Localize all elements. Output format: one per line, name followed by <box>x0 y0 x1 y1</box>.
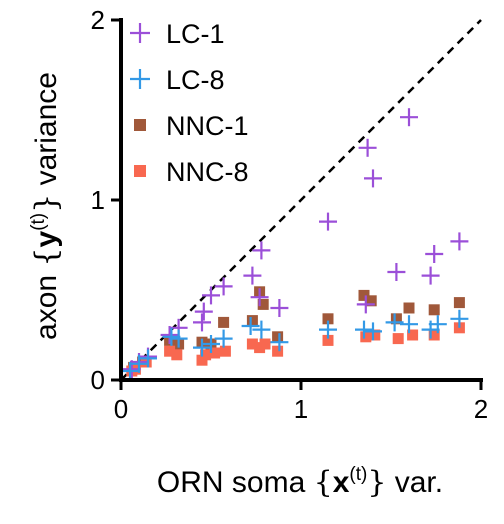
legend-item-lc-1: LC-1 <box>130 19 225 49</box>
data-point <box>218 316 230 328</box>
data-point <box>272 345 284 357</box>
data-point <box>160 326 179 344</box>
data-point <box>319 212 337 231</box>
legend: LC-1 LC-8 NNC-1 NNC-8 <box>130 19 249 187</box>
data-point <box>259 338 271 350</box>
x-tick-label: 0 <box>114 394 128 424</box>
x-axis-label: ORN soma {x(t)} var. <box>157 464 443 500</box>
y-tick-label: 2 <box>91 5 105 35</box>
y-tick-label: 0 <box>91 365 105 395</box>
legend-label: NNC-1 <box>166 111 249 141</box>
data-point <box>356 295 375 314</box>
x-tick-label: 1 <box>294 394 308 424</box>
y-tick-label: 1 <box>91 185 105 215</box>
data-point <box>400 315 418 334</box>
legend-label: NNC-8 <box>166 157 249 187</box>
data-point <box>428 329 440 341</box>
data-point <box>202 286 220 305</box>
data-point <box>358 289 370 301</box>
data-point <box>250 288 269 307</box>
data-point <box>200 349 212 361</box>
data-point <box>392 333 404 345</box>
data-point <box>428 304 440 316</box>
data-point <box>322 334 334 346</box>
legend-marker <box>134 119 146 131</box>
legend-item-nnc-1: NNC-1 <box>134 111 249 141</box>
data-point <box>246 338 258 350</box>
data-point <box>194 302 213 321</box>
data-point <box>270 333 289 352</box>
data-point <box>364 322 382 341</box>
x-tick-label: 2 <box>474 394 488 424</box>
data-point <box>272 331 284 343</box>
data-point <box>193 313 211 332</box>
data-point <box>162 327 181 346</box>
data-point <box>202 335 220 353</box>
data-point <box>403 302 415 314</box>
data-point <box>421 266 440 285</box>
data-point <box>219 345 231 357</box>
legend-item-lc-8: LC-8 <box>130 65 225 95</box>
data-point <box>252 241 271 260</box>
data-point <box>209 347 221 359</box>
data-point <box>400 108 418 127</box>
data-point <box>270 299 289 317</box>
data-point <box>322 313 334 325</box>
data-point <box>243 266 262 285</box>
data-point <box>358 138 377 157</box>
data-point <box>355 320 373 339</box>
data-point <box>453 297 465 309</box>
data-point <box>450 309 469 328</box>
data-point <box>214 277 233 296</box>
data-point <box>387 263 406 281</box>
data-point <box>121 362 139 380</box>
data-point <box>369 329 381 341</box>
data-point <box>360 331 372 343</box>
legend-label: LC-1 <box>166 19 225 49</box>
data-point <box>252 320 271 339</box>
data-point <box>407 329 419 341</box>
data-point <box>241 317 260 335</box>
series-nnc-8 <box>126 322 465 377</box>
data-point <box>428 315 447 334</box>
data-point <box>425 245 444 263</box>
y-axis-label: axon {y(t)} variance <box>28 72 64 340</box>
data-point <box>164 345 176 357</box>
legend-marker <box>134 165 146 177</box>
data-point <box>319 320 337 339</box>
data-point <box>365 295 377 307</box>
data-point <box>214 329 233 348</box>
legend-item-nnc-8: NNC-8 <box>134 157 249 187</box>
series-lc-8 <box>121 309 469 380</box>
data-point <box>364 169 382 188</box>
legend-marker <box>130 69 150 89</box>
legend-label: LC-8 <box>166 65 225 95</box>
data-point <box>193 338 211 357</box>
identity-line <box>120 19 482 381</box>
data-point <box>257 298 269 310</box>
data-point <box>450 232 469 251</box>
series-lc-1 <box>122 108 469 379</box>
data-point <box>390 313 402 325</box>
data-point <box>246 315 258 327</box>
legend-marker <box>130 23 150 43</box>
data-point <box>171 349 183 361</box>
data-point <box>385 313 404 332</box>
data-point <box>169 329 188 348</box>
data-point <box>139 349 157 368</box>
